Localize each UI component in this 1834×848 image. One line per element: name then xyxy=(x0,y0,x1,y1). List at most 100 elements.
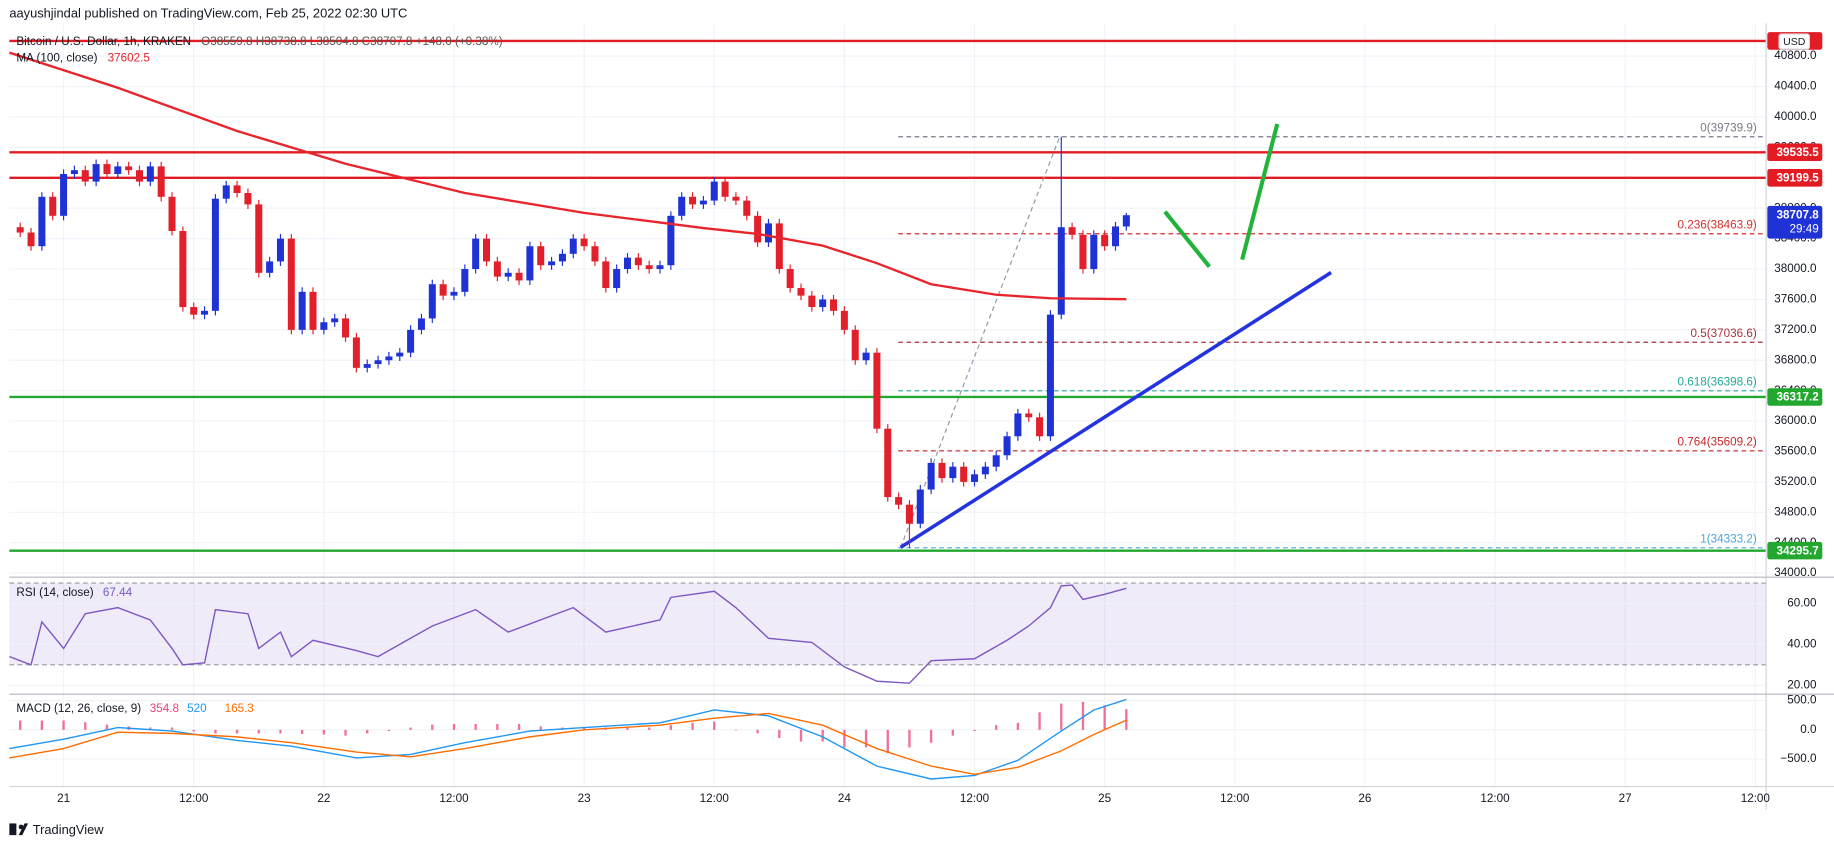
candle-body xyxy=(1046,314,1054,437)
symbol-title: Bitcoin / U.S. Dollar, 1h, KRAKEN xyxy=(16,35,191,48)
macd-hist-bar xyxy=(1103,705,1106,730)
candle-body xyxy=(591,246,599,262)
candle-body xyxy=(266,261,274,273)
candle-body xyxy=(656,265,664,270)
y-tick-label: 34000.0 xyxy=(1774,566,1817,579)
candle-body xyxy=(808,295,816,308)
x-tick-label: 26 xyxy=(1358,792,1371,805)
ma-line xyxy=(8,51,1127,301)
x-tick-label: 27 xyxy=(1619,792,1632,805)
price-badge-label: 36317.2 xyxy=(1777,391,1820,404)
candle-body xyxy=(862,352,870,361)
candle-body xyxy=(905,504,913,524)
rsi-band xyxy=(9,583,1767,665)
levels: 0(39739.9) 0.236(38463.9) 0.5(37036.6) 0.61… xyxy=(9,39,1767,552)
macd-hist-bar xyxy=(40,720,44,730)
macd-hist-bar xyxy=(691,722,694,730)
candle-body xyxy=(667,215,675,266)
candle-body xyxy=(1079,234,1087,270)
candle-body xyxy=(797,288,805,296)
candle-body xyxy=(472,238,480,270)
macd-hist-bar xyxy=(431,724,434,730)
logo-mark xyxy=(9,823,17,836)
candle-body xyxy=(819,299,827,308)
candle-body xyxy=(1111,226,1120,247)
footer-brand: TradingView xyxy=(33,822,104,837)
price-badge xyxy=(1767,541,1823,560)
trend-line xyxy=(899,271,1332,549)
candle-body xyxy=(548,261,556,266)
x-tick-label: 12:00 xyxy=(960,792,990,805)
fib-label: 0.5(37036.6) xyxy=(1691,327,1757,340)
ohlc-values: O38559.8 H38738.8 L38504.8 C38707.8 +148… xyxy=(201,35,503,48)
publish-note: aayushjindal published on TradingView.co… xyxy=(9,5,407,20)
rsi-tick-label: 60.00 xyxy=(1787,597,1817,610)
x-tick-label: 24 xyxy=(838,792,852,805)
price-badge-label: 39535.5 xyxy=(1777,146,1820,159)
x-tick-label: 12:00 xyxy=(439,792,469,805)
candle-body xyxy=(211,198,219,311)
candle-body xyxy=(938,462,946,479)
candle-body xyxy=(417,318,425,330)
macd-hist-bar xyxy=(1016,722,1020,730)
rsi-tick-label: 20.00 xyxy=(1787,678,1817,691)
candle-body xyxy=(1090,234,1098,270)
candle-body xyxy=(1057,227,1065,315)
candle-body xyxy=(775,223,783,270)
rsi-line xyxy=(9,584,1127,684)
candle-body xyxy=(439,284,447,296)
x-tick-label: 21 xyxy=(57,792,70,805)
candle-body xyxy=(830,299,838,311)
price-badge xyxy=(1767,169,1823,187)
grid xyxy=(9,23,1767,787)
candle-body xyxy=(125,166,133,171)
candle-body xyxy=(786,269,794,289)
y-tick-label: 37600.0 xyxy=(1774,293,1817,306)
macd-hist-bar xyxy=(105,724,109,730)
candle-body xyxy=(16,227,24,233)
x-tick-label: 12:00 xyxy=(179,792,209,805)
macd-hist-bar xyxy=(84,722,87,730)
fib-label: 1(34333.2) xyxy=(1700,533,1757,546)
candle-body xyxy=(385,356,393,361)
arrow-up xyxy=(1240,123,1280,261)
macd-hist-bar xyxy=(778,729,781,739)
candle-body xyxy=(309,291,317,330)
candle-body xyxy=(732,196,740,201)
candle-body xyxy=(602,261,610,289)
ma-name: MA (100, close) xyxy=(16,52,97,65)
price-badge-label: 34295.7 xyxy=(1777,544,1819,557)
y-tick-label: 36800.0 xyxy=(1774,353,1817,366)
candle-body xyxy=(352,337,360,368)
candle-body xyxy=(1068,227,1076,235)
candle-body xyxy=(396,352,404,357)
candle-body xyxy=(1101,234,1109,247)
y-tick-label: 40800.0 xyxy=(1774,49,1817,62)
signal-value: 165.3 xyxy=(225,702,254,715)
candle-body xyxy=(255,204,263,273)
candle-body xyxy=(222,185,230,199)
macd-hist-bar xyxy=(799,729,803,742)
macd-hist-bar xyxy=(1060,703,1063,730)
macd-hist-bar xyxy=(517,724,521,730)
macd-hist-bar xyxy=(496,724,499,730)
candle-body xyxy=(168,196,176,232)
macd-hist-bar xyxy=(257,729,260,734)
macd-hist-bar xyxy=(821,729,824,742)
candle-body xyxy=(461,269,469,292)
fib-label: 0.618(36398.6) xyxy=(1678,376,1757,389)
candle-body xyxy=(613,269,621,289)
candle-body xyxy=(949,466,957,479)
candle-body xyxy=(1122,215,1130,227)
macd-hist-bar xyxy=(1125,709,1128,730)
ma-value: 37602.5 xyxy=(108,52,151,65)
x-tick-label: 12:00 xyxy=(1220,792,1250,805)
macd-hist-value: 354.8 xyxy=(150,702,179,715)
macd-hist-bar xyxy=(387,729,391,732)
macd-tick-label: 0.0 xyxy=(1800,723,1817,736)
y-tick-label: 35200.0 xyxy=(1774,475,1817,488)
candle-body xyxy=(558,253,566,262)
macd-hist-bar xyxy=(756,729,759,734)
candle-body xyxy=(645,265,653,270)
